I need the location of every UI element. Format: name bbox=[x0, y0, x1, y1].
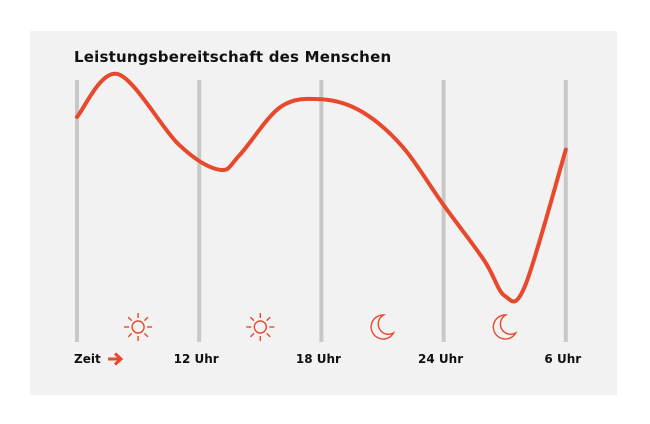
arrow-right-icon bbox=[107, 352, 123, 366]
moon-icon bbox=[492, 314, 518, 340]
x-tick-label: 12 Uhr bbox=[173, 352, 219, 366]
moon-icon bbox=[370, 314, 396, 340]
x-tick-label: 18 Uhr bbox=[295, 352, 341, 366]
performance-curve bbox=[75, 72, 568, 304]
chart-panel bbox=[30, 31, 617, 395]
x-tick-label: 24 Uhr bbox=[418, 352, 464, 366]
sun-icon bbox=[246, 313, 275, 341]
time-axis-label: Zeit bbox=[74, 352, 125, 366]
chart-title: Leistungsbereitschaft des Menschen bbox=[74, 48, 392, 66]
sun-icon bbox=[124, 313, 153, 341]
time-axis-text: Zeit bbox=[74, 352, 101, 366]
x-tick-label: 6 Uhr bbox=[544, 352, 582, 366]
